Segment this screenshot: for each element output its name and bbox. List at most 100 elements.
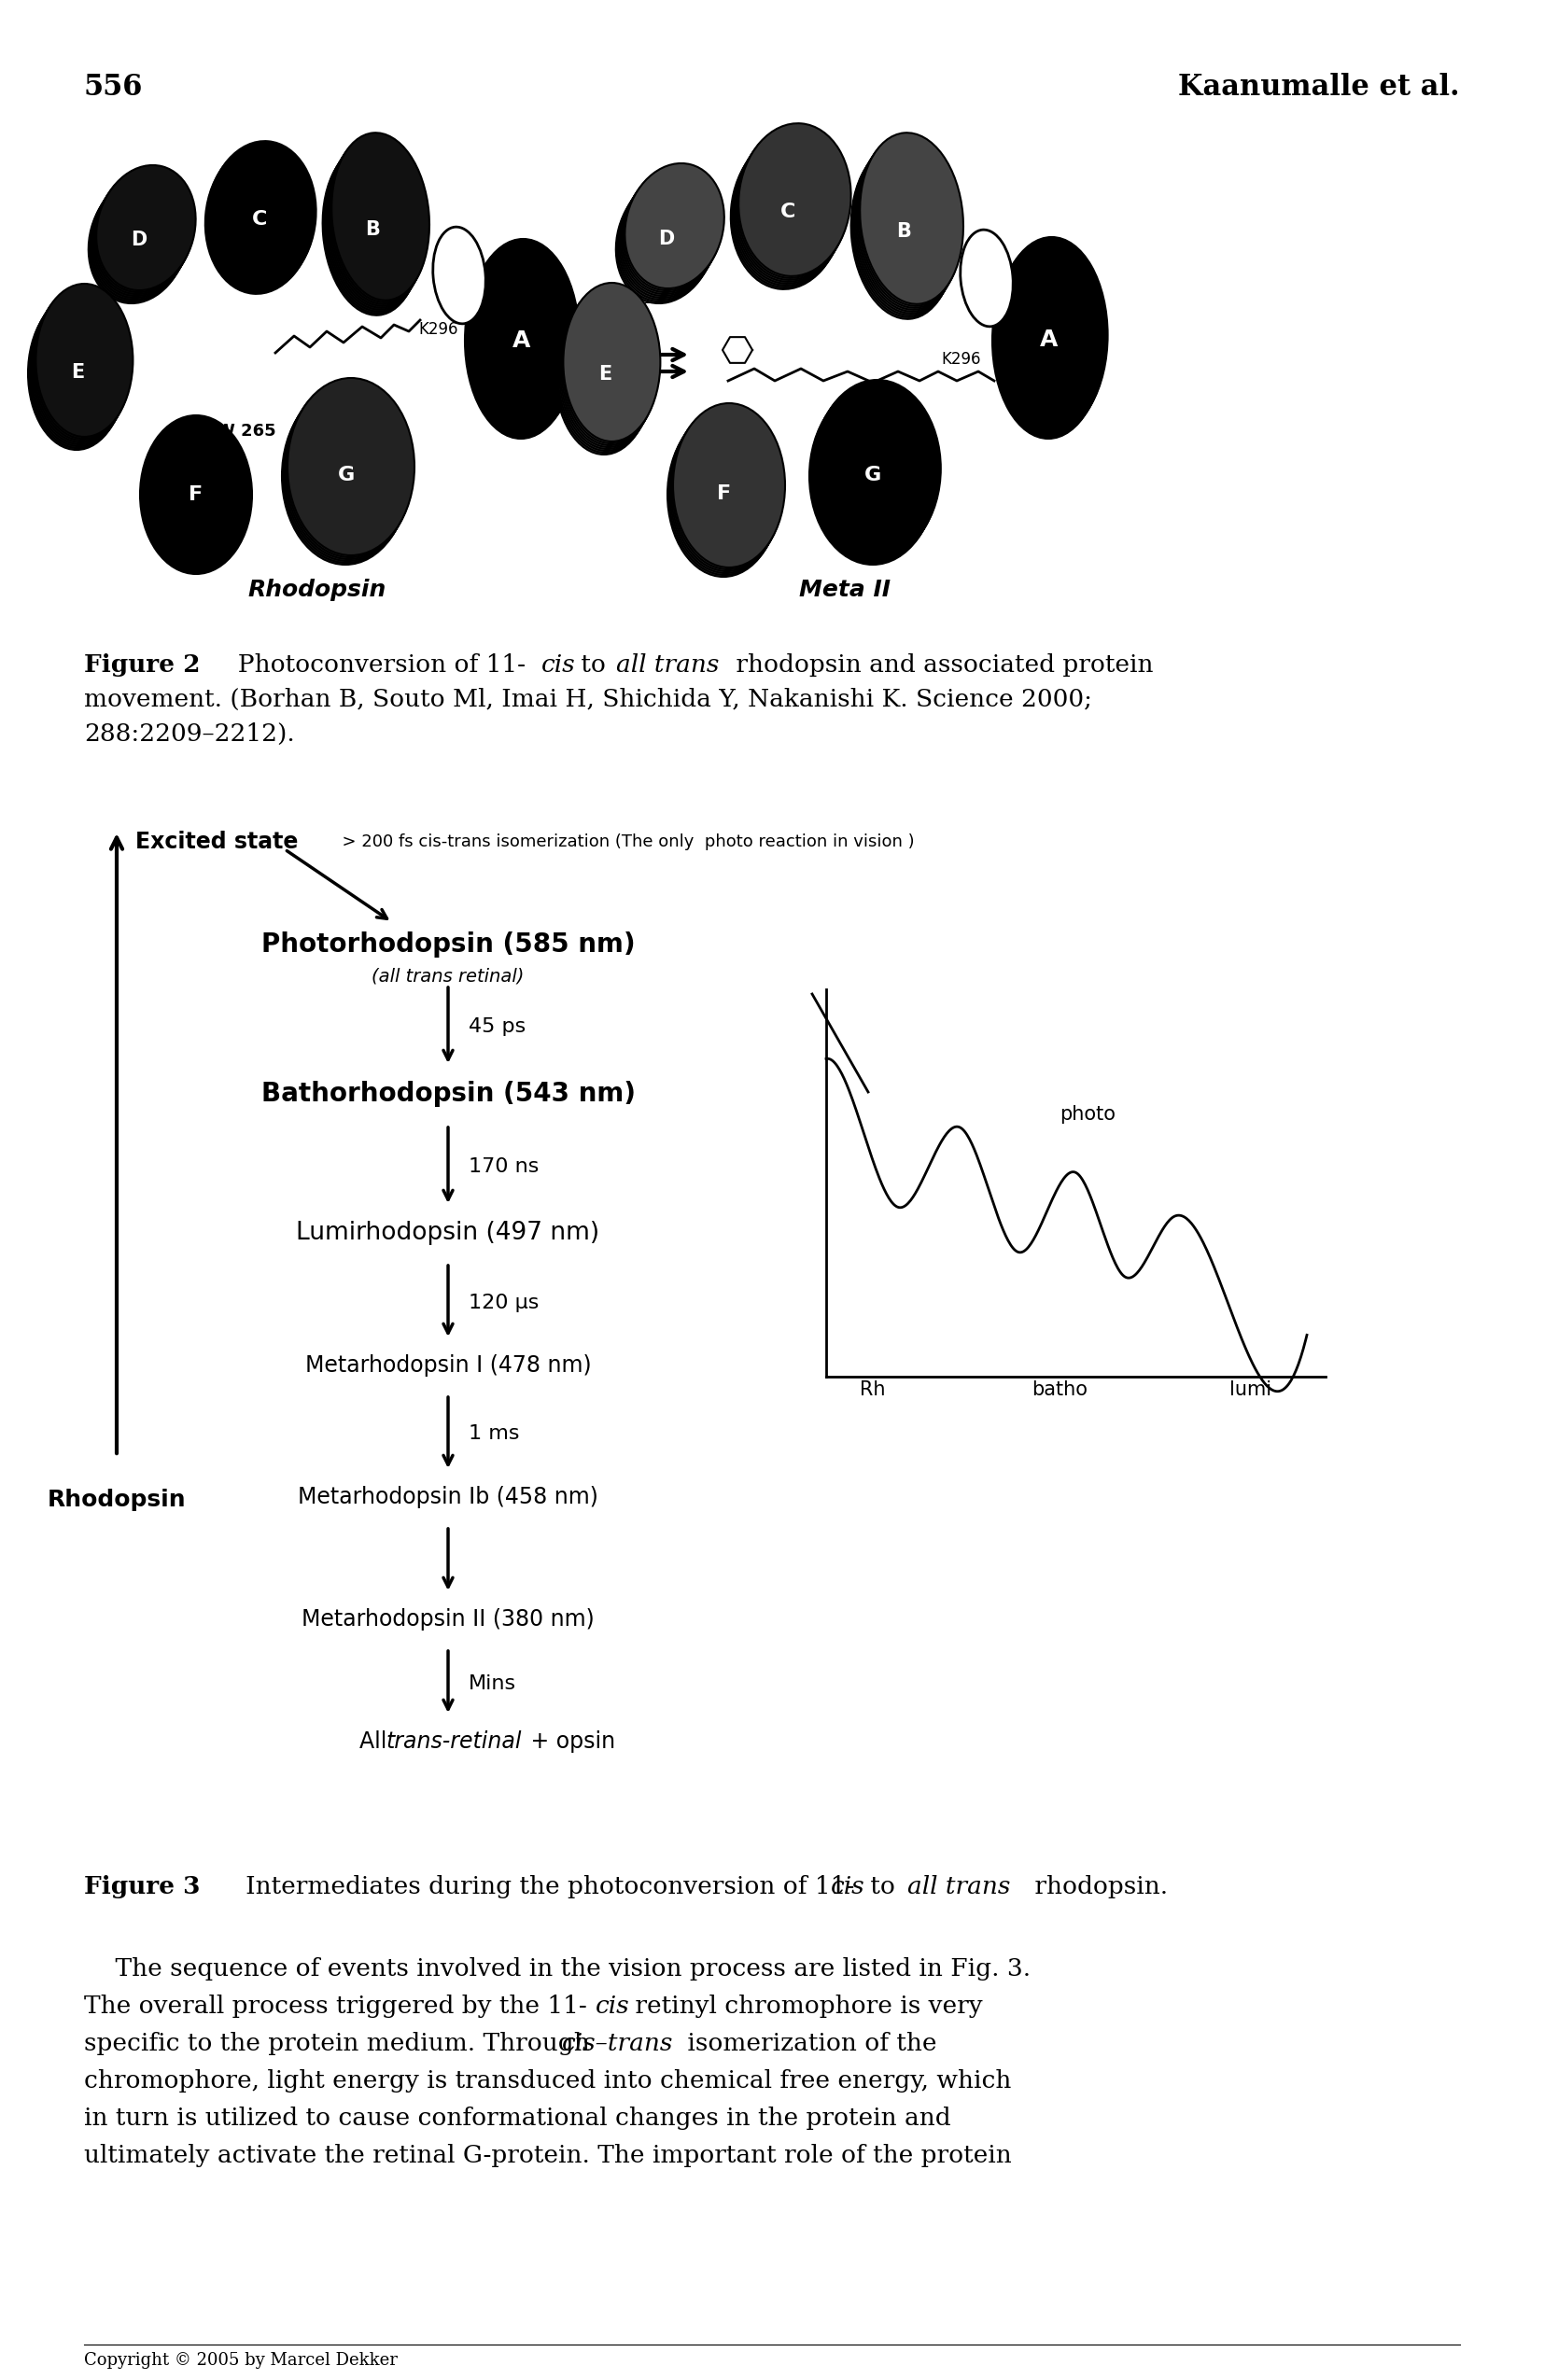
Text: batho: batho: [1031, 1380, 1087, 1399]
Text: Photoconversion of 11‑: Photoconversion of 11‑: [222, 654, 525, 676]
Ellipse shape: [851, 148, 954, 319]
Ellipse shape: [622, 169, 721, 295]
Ellipse shape: [88, 178, 188, 302]
Text: 556: 556: [83, 74, 144, 102]
Text: F: F: [716, 486, 730, 502]
Text: E: E: [598, 364, 611, 383]
Text: > 200 fs cis-trans isomerization (The only  photo reaction in vision ): > 200 fs cis-trans isomerization (The on…: [332, 833, 914, 850]
Ellipse shape: [669, 412, 781, 576]
Ellipse shape: [619, 174, 718, 298]
Text: cis: cis: [596, 1994, 630, 2018]
Text: all trans: all trans: [908, 1875, 1010, 1899]
Text: W 265: W 265: [216, 424, 276, 440]
Ellipse shape: [29, 295, 127, 447]
Ellipse shape: [284, 383, 411, 562]
Ellipse shape: [28, 298, 125, 450]
Text: isomerization of the: isomerization of the: [679, 2033, 937, 2056]
Ellipse shape: [857, 138, 960, 309]
Text: chromophore, light energy is transduced into chemical free energy, which: chromophore, light energy is transduced …: [83, 2068, 1011, 2092]
Ellipse shape: [329, 136, 428, 305]
Ellipse shape: [560, 288, 658, 447]
Text: C: C: [780, 202, 795, 221]
Ellipse shape: [93, 171, 193, 295]
Text: rhodopsin.: rhodopsin.: [1027, 1875, 1167, 1899]
Ellipse shape: [34, 288, 131, 440]
Text: all trans: all trans: [616, 654, 720, 676]
Text: Excited state: Excited state: [136, 831, 298, 852]
Text: Metarhodopsin I (478 nm): Metarhodopsin I (478 nm): [306, 1354, 591, 1376]
Ellipse shape: [332, 133, 429, 300]
Text: to: to: [863, 1875, 903, 1899]
Ellipse shape: [738, 126, 849, 278]
Ellipse shape: [205, 145, 313, 293]
Text: The sequence of events involved in the vision process are listed in Fig. 3.: The sequence of events involved in the v…: [83, 1956, 1031, 1980]
Ellipse shape: [732, 136, 845, 288]
Ellipse shape: [994, 238, 1107, 436]
Ellipse shape: [618, 176, 716, 302]
Ellipse shape: [556, 295, 653, 455]
Ellipse shape: [324, 143, 423, 312]
Text: 170 ns: 170 ns: [469, 1157, 539, 1176]
Ellipse shape: [32, 290, 130, 443]
Ellipse shape: [735, 129, 848, 281]
Ellipse shape: [670, 407, 783, 571]
Text: D: D: [131, 231, 147, 250]
Text: F: F: [188, 486, 204, 505]
Ellipse shape: [31, 290, 128, 445]
Ellipse shape: [283, 386, 411, 562]
Ellipse shape: [91, 174, 191, 298]
Ellipse shape: [670, 409, 781, 574]
Ellipse shape: [559, 290, 656, 450]
Ellipse shape: [616, 178, 715, 302]
Text: The overall process triggered by the 11‑: The overall process triggered by the 11‑: [83, 1994, 587, 2018]
Text: ultimately activate the retinal G-protein. The important role of the protein: ultimately activate the retinal G-protei…: [83, 2144, 1011, 2168]
Ellipse shape: [560, 286, 658, 445]
Ellipse shape: [624, 164, 723, 290]
Text: 120 μs: 120 μs: [469, 1292, 539, 1311]
Text: A: A: [513, 328, 530, 352]
Text: Figure 2: Figure 2: [83, 654, 201, 676]
Ellipse shape: [618, 174, 718, 300]
Ellipse shape: [858, 136, 960, 307]
Text: Intermediates during the photoconversion of 11‑: Intermediates during the photoconversion…: [222, 1875, 854, 1899]
Ellipse shape: [860, 133, 963, 305]
Ellipse shape: [738, 124, 851, 276]
Ellipse shape: [327, 140, 425, 307]
Text: Bathorhodopsin (543 nm): Bathorhodopsin (543 nm): [261, 1081, 635, 1107]
Ellipse shape: [36, 283, 133, 438]
Text: cis: cis: [542, 654, 576, 676]
Ellipse shape: [667, 412, 780, 576]
Text: Metarhodopsin Ib (458 nm): Metarhodopsin Ib (458 nm): [298, 1485, 599, 1509]
Ellipse shape: [809, 388, 936, 564]
Text: Photorhodopsin (585 nm): Photorhodopsin (585 nm): [261, 931, 635, 957]
Ellipse shape: [432, 226, 486, 324]
Text: (all trans retinal): (all trans retinal): [372, 966, 525, 985]
Text: 45 ps: 45 ps: [469, 1016, 527, 1035]
Text: cis: cis: [831, 1875, 865, 1899]
Ellipse shape: [733, 133, 846, 286]
Ellipse shape: [330, 136, 428, 302]
Ellipse shape: [736, 126, 849, 281]
Ellipse shape: [562, 286, 659, 443]
Ellipse shape: [960, 231, 1013, 326]
Text: trans-retinal: trans-retinal: [386, 1730, 522, 1752]
Text: K296: K296: [418, 321, 459, 338]
Text: D: D: [658, 231, 675, 248]
Text: Rh: Rh: [860, 1380, 886, 1399]
Text: E: E: [71, 362, 83, 381]
Text: in turn is utilized to cause conformational changes in the protein and: in turn is utilized to cause conformatio…: [83, 2106, 951, 2130]
Text: + opsin: + opsin: [523, 1730, 616, 1752]
Ellipse shape: [207, 143, 315, 293]
Ellipse shape: [94, 169, 193, 295]
Text: B: B: [896, 221, 911, 240]
Ellipse shape: [812, 383, 939, 562]
Text: movement. (Borhan B, Souto Ml, Imai H, Shichida Y, Nakanishi K. Science 2000;: movement. (Borhan B, Souto Ml, Imai H, S…: [83, 688, 1092, 712]
Ellipse shape: [858, 136, 962, 307]
Text: retinyl chromophore is very: retinyl chromophore is very: [627, 1994, 982, 2018]
Text: Lumirhodopsin (497 nm): Lumirhodopsin (497 nm): [296, 1221, 599, 1245]
Ellipse shape: [811, 386, 937, 562]
Ellipse shape: [91, 174, 190, 300]
Text: All: All: [360, 1730, 394, 1752]
Text: C: C: [252, 209, 267, 228]
Ellipse shape: [468, 238, 579, 436]
